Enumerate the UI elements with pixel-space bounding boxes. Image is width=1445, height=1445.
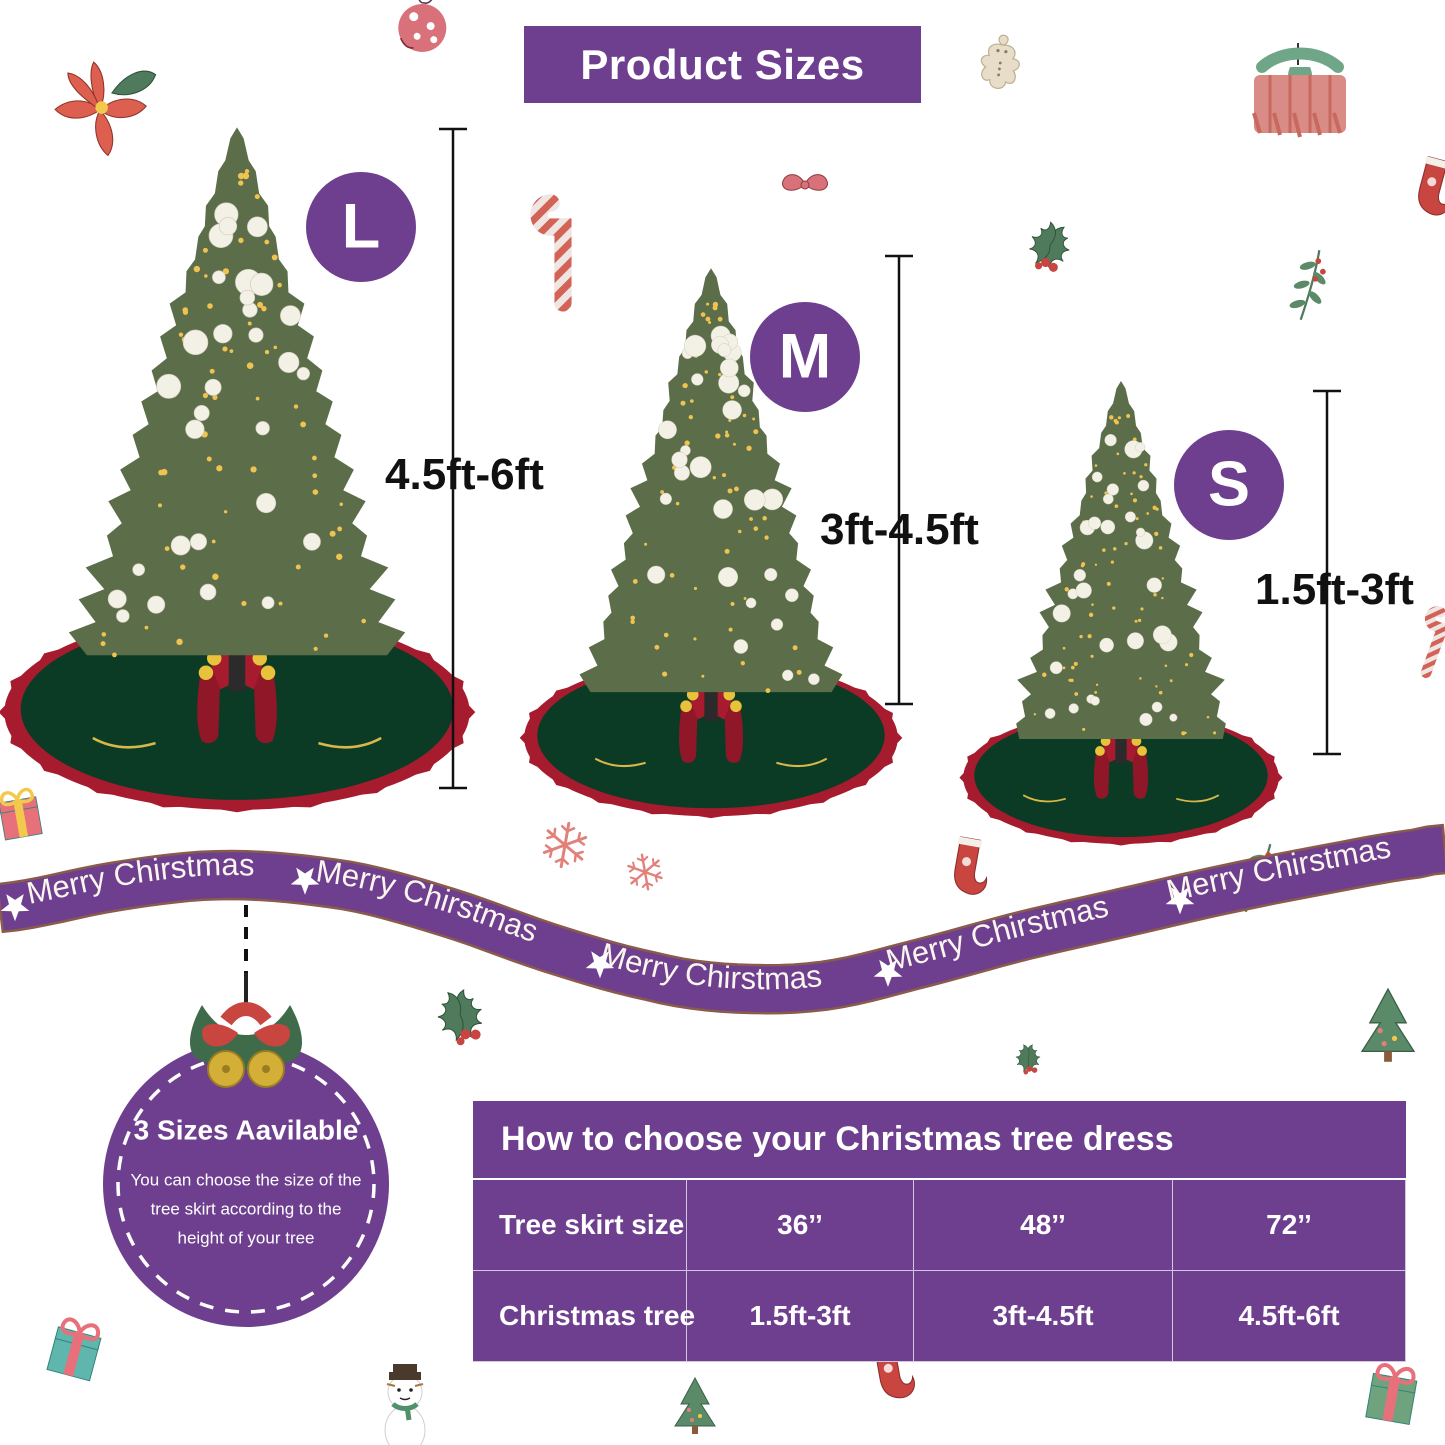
svg-text:S: S xyxy=(1208,449,1250,519)
svg-text:L: L xyxy=(342,191,380,261)
svg-text:M: M xyxy=(779,321,831,391)
